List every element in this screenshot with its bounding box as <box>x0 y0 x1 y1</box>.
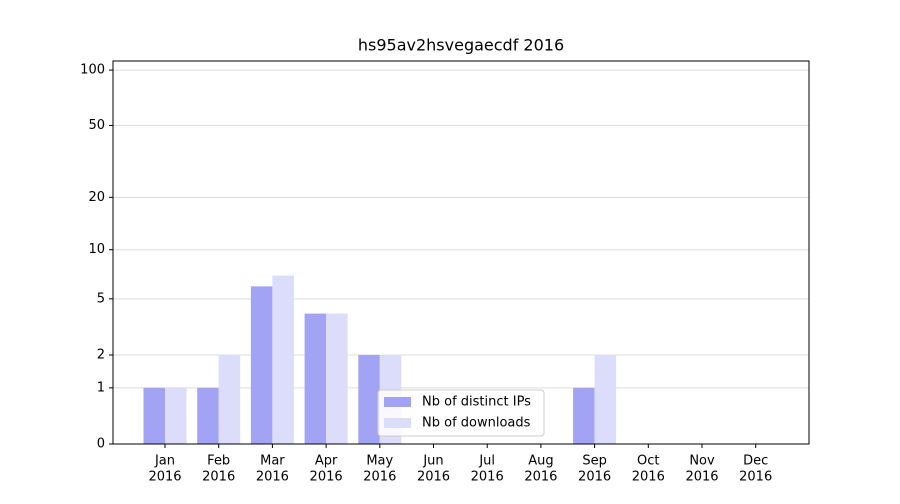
bar <box>304 313 327 444</box>
bar <box>218 354 241 444</box>
y-tick-label: 2 <box>97 347 105 362</box>
bar <box>197 387 219 444</box>
x-tick-label: Aug <box>528 454 553 469</box>
x-tick-label: 2016 <box>739 470 772 485</box>
x-tick-label: Jul <box>478 454 495 469</box>
x-tick-label: Dec <box>743 454 768 469</box>
y-tick-label: 20 <box>88 190 105 205</box>
y-tick-label: 100 <box>80 63 105 78</box>
x-tick-label: Feb <box>207 454 230 469</box>
legend-swatch <box>384 418 411 428</box>
x-tick-label: Nov <box>689 454 715 469</box>
x-tick-label: 2016 <box>256 470 289 485</box>
plot-frame <box>112 60 810 445</box>
x-tick-label: 2016 <box>417 470 450 485</box>
legend-label: Nb of distinct IPs <box>422 395 531 410</box>
bar <box>143 387 165 444</box>
x-tick-label: 2016 <box>524 470 557 485</box>
x-tick-label: Apr <box>315 454 338 469</box>
x-tick-label: 2016 <box>632 470 665 485</box>
legend-swatch <box>384 397 411 407</box>
legend-box <box>377 389 545 437</box>
legend: Nb of distinct IPs Nb of downloads <box>377 389 545 437</box>
chart-title: hs95av2hsvegaecdf 2016 <box>358 36 564 55</box>
x-tick-label: Mar <box>260 454 285 469</box>
x-tick-label: 2016 <box>310 470 343 485</box>
y-tick-label: 5 <box>97 291 105 306</box>
x-tick-label: Sep <box>582 454 607 469</box>
bar <box>358 354 380 444</box>
x-tick-label: 2016 <box>471 470 504 485</box>
bar <box>573 387 595 444</box>
y-tick-label: 1 <box>97 380 105 395</box>
x-tick-label: 2016 <box>202 470 235 485</box>
y-tick-label: 10 <box>88 242 105 257</box>
x-tick-label: 2016 <box>578 470 611 485</box>
y-tick-label: 50 <box>88 118 105 133</box>
legend-label: Nb of downloads <box>422 416 531 431</box>
bar <box>326 313 348 444</box>
x-tick-label: 2016 <box>148 470 181 485</box>
x-tick-label: Oct <box>637 454 659 469</box>
x-tick-label: 2016 <box>685 470 718 485</box>
bar <box>594 354 617 444</box>
x-tick-label: Jan <box>154 454 175 469</box>
bar <box>272 275 294 444</box>
x-tick-label: Jun <box>422 454 443 469</box>
bar <box>165 387 187 444</box>
y-tick-label: 0 <box>97 437 105 452</box>
bar <box>250 286 273 444</box>
x-tick-label: 2016 <box>363 470 396 485</box>
x-tick-label: May <box>366 454 393 469</box>
